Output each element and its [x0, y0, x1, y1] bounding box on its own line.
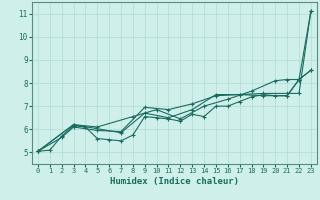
- X-axis label: Humidex (Indice chaleur): Humidex (Indice chaleur): [110, 177, 239, 186]
